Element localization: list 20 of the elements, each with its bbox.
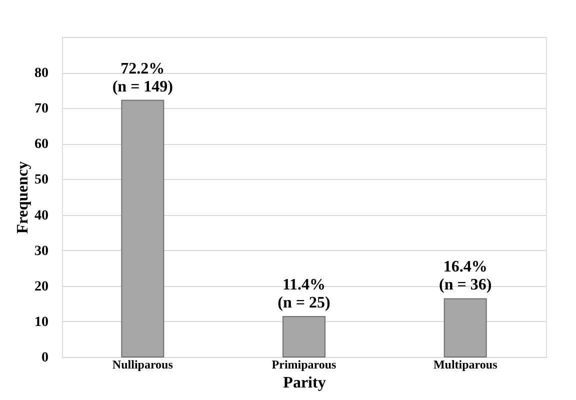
y-tick-label: 0 bbox=[42, 350, 48, 366]
x-tick-label: Multiparous bbox=[433, 358, 498, 372]
y-tick-label: 10 bbox=[34, 314, 48, 330]
bar bbox=[282, 316, 326, 358]
data-label: 16.4% (n = 36) bbox=[438, 258, 492, 294]
data-label: 72.2% (n = 149) bbox=[112, 60, 174, 96]
y-tick-label: 20 bbox=[34, 279, 48, 294]
x-tick-label: Nulliparous bbox=[112, 358, 174, 372]
y-tick-label: 50 bbox=[34, 172, 48, 188]
bar bbox=[444, 298, 487, 358]
data-label: 11.4% (n = 25) bbox=[278, 276, 330, 312]
y-tick-label: 60 bbox=[34, 137, 48, 152]
y-tick-label: 40 bbox=[34, 208, 48, 224]
bar bbox=[121, 100, 164, 358]
y-tick-label: 30 bbox=[34, 244, 48, 259]
x-axis-title: Parity bbox=[283, 374, 326, 392]
y-axis-title: Frequency bbox=[14, 161, 32, 234]
y-tick-label: 70 bbox=[34, 102, 48, 117]
y-tick-label: 80 bbox=[34, 66, 48, 82]
x-tick-label: Primiparous bbox=[272, 358, 337, 372]
